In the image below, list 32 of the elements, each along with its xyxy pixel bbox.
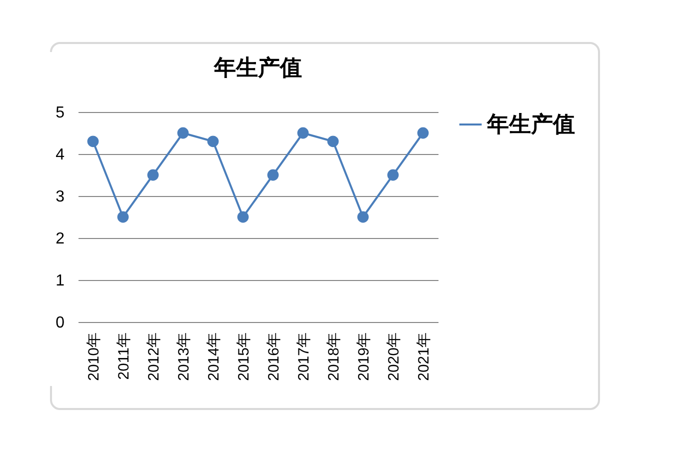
legend-label: 年生产值 bbox=[486, 112, 575, 136]
y-tick-label: 5 bbox=[56, 104, 65, 122]
x-tick-label: 2014年 bbox=[206, 332, 222, 381]
point bbox=[297, 127, 309, 139]
x-tick-label: 2016年 bbox=[266, 332, 282, 381]
x-tick-label: 2015年 bbox=[236, 332, 252, 381]
x-tick-label: 2010年 bbox=[86, 332, 102, 381]
x-tick-label: 2017年 bbox=[296, 332, 312, 381]
y-tick-label: 0 bbox=[56, 314, 65, 332]
point bbox=[147, 169, 159, 181]
x-tick-label: 2012年 bbox=[146, 332, 162, 381]
y-tick-label: 4 bbox=[56, 146, 65, 164]
point bbox=[207, 136, 219, 148]
x-tick-label: 2019年 bbox=[356, 332, 372, 381]
point bbox=[267, 169, 279, 181]
point bbox=[177, 127, 189, 139]
chart-title: 年生产值 bbox=[213, 55, 302, 80]
y-tick-label: 3 bbox=[56, 188, 65, 206]
x-tick-label: 2011年 bbox=[116, 332, 132, 380]
point bbox=[357, 211, 369, 223]
x-tick-label: 2020年 bbox=[386, 332, 402, 381]
x-tick-label: 2018年 bbox=[326, 332, 342, 381]
point bbox=[327, 136, 339, 148]
y-tick-label: 2 bbox=[56, 230, 65, 248]
point bbox=[87, 136, 99, 148]
x-tick-label: 2013年 bbox=[176, 332, 192, 381]
point bbox=[417, 127, 429, 139]
point bbox=[237, 211, 249, 223]
point bbox=[117, 211, 129, 223]
y-tick-label: 1 bbox=[56, 272, 65, 290]
point bbox=[387, 169, 399, 181]
x-tick-label: 2021年 bbox=[416, 332, 432, 381]
